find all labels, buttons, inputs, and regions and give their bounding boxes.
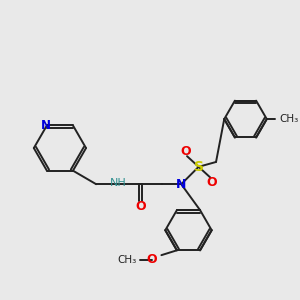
Text: N: N — [176, 178, 186, 191]
Text: NH: NH — [110, 178, 127, 188]
Text: S: S — [194, 160, 204, 174]
Text: O: O — [135, 200, 146, 213]
Text: O: O — [146, 254, 157, 266]
Text: CH₃: CH₃ — [117, 255, 136, 265]
Text: CH₃: CH₃ — [279, 114, 298, 124]
Text: O: O — [206, 176, 217, 189]
Text: N: N — [41, 119, 51, 132]
Text: O: O — [181, 145, 191, 158]
